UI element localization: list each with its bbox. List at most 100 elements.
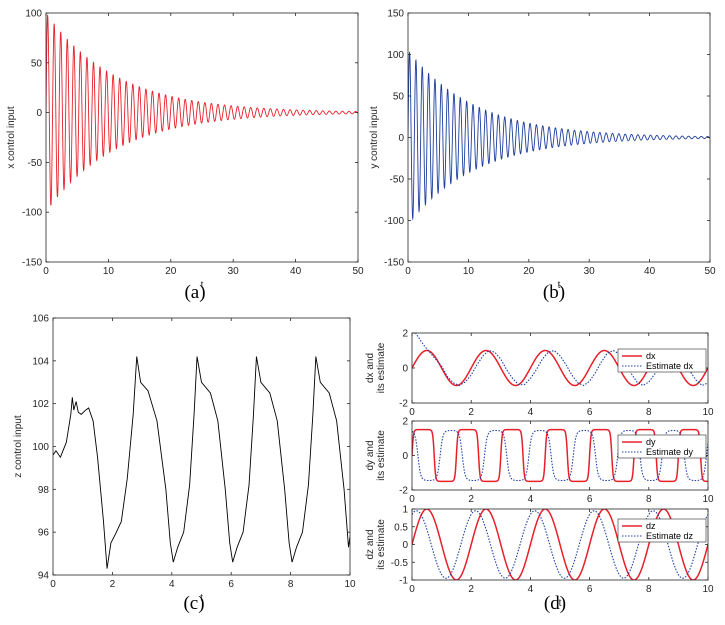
x-tick-label: 8 [646,494,652,505]
panel-caption: (c) [183,593,204,614]
x-tick-label: 4 [528,584,534,595]
x-tick-label: 20 [165,266,177,277]
x-tick-label: 10 [702,494,714,505]
y-axis-label: dz andits estimate [365,519,387,570]
y-tick-label: 104 [32,356,49,367]
x-tick-label: 6 [587,494,593,505]
y-tick-label: 0 [402,364,408,375]
axes-frame-a [45,12,359,263]
y-tick-label: 98 [38,485,50,496]
y-tick-label: 1 [402,505,408,516]
x-axis-label: t [559,598,562,609]
x-tick-label: 8 [646,407,652,418]
x-tick-label: 30 [584,266,596,277]
x-axis-label: t [201,280,204,291]
y-tick-label: -50 [390,175,405,186]
panel-caption: (b) [543,282,565,303]
x-tick-label: 4 [528,407,534,418]
panel-d3: 0 2 4 6 8 10 -1 -0.5 0 0.5 1 t dz andits estimate dzE… [365,505,714,615]
legend-entry: Estimate dx [646,361,694,371]
y-tick-label: -0.5 [391,558,409,569]
x-tick-label: 10 [103,266,115,277]
series-line-c-0 [53,356,350,569]
y-tick-label: -50 [28,158,43,169]
x-axis-label: t [200,593,203,604]
x-tick-label: 10 [344,579,356,590]
x-tick-label: 30 [228,266,240,277]
y-axis-label: z control input [13,415,24,477]
x-tick-label: 10 [702,584,714,595]
y-tick-label: -1 [399,576,408,587]
x-tick-label: 50 [352,266,364,277]
y-tick-label: 0 [402,451,408,462]
x-tick-label: 40 [644,266,656,277]
y-tick-label: 0 [402,540,408,551]
axes-frame-c [52,317,351,576]
x-tick-label: 0 [43,266,49,277]
x-tick-label: 6 [587,407,593,418]
panel-b: 0 10 20 30 40 50 -150 -100 -50 0 50 100 150 t y contro… [369,9,716,304]
legend-entry: dy [646,437,656,447]
y-axis-label: dx andits estimate [365,342,387,393]
x-tick-label: 2 [110,579,116,590]
y-axis-label: x control input [6,106,17,168]
x-axis-label: t [558,280,561,291]
y-axis-label: dy andits estimate [365,430,387,481]
y-tick-label: 2 [402,329,408,340]
x-tick-label: 0 [409,407,415,418]
panel-a: 0 10 20 30 40 50 -150 -100 -50 0 50 100 t x control i… [6,9,364,304]
y-tick-label: 106 [32,314,49,325]
x-tick-label: 0 [409,494,415,505]
x-tick-label: 8 [288,579,294,590]
x-tick-label: 8 [646,584,652,595]
y-axis-label: y control input [369,106,380,168]
series-line-d1-1 [414,333,708,387]
y-tick-label: -2 [399,486,408,497]
panel-caption: (d) [544,593,566,614]
x-tick-label: 10 [702,407,714,418]
legend-entry: dz [646,521,656,531]
y-tick-label: 96 [38,528,50,539]
panel-c: 0 2 4 6 8 10 94 96 98 100 102 104 106 t z control inpu… [13,314,356,615]
legend-entry: Estimate dy [646,447,694,457]
y-tick-label: 2 [402,417,408,428]
y-tick-label: 150 [387,9,404,20]
y-tick-label: 0 [36,108,42,119]
y-tick-label: -150 [22,258,42,269]
y-tick-label: 50 [393,92,405,103]
legend-entry: dx [646,351,656,361]
y-tick-label: 94 [38,571,50,582]
y-tick-label: -150 [384,258,404,269]
y-tick-label: 50 [31,58,43,69]
series-line-d3-0 [412,509,708,580]
y-tick-label: -100 [22,208,42,219]
x-tick-label: 2 [468,584,474,595]
series-line-a-0 [46,14,358,206]
x-tick-label: 0 [50,579,56,590]
x-tick-label: 2 [468,407,474,418]
legend-entry: Estimate dz [646,531,694,541]
series-line-d3-1 [412,510,708,579]
x-tick-label: 10 [463,266,475,277]
x-tick-label: 0 [409,584,415,595]
series-line-d2-1 [412,429,708,482]
panel-caption: (a) [184,282,205,303]
x-tick-label: 6 [587,584,593,595]
x-tick-label: 50 [704,266,716,277]
x-tick-label: 40 [290,266,302,277]
y-tick-label: 102 [32,399,49,410]
y-tick-label: 100 [387,50,404,61]
y-tick-label: 100 [25,9,42,20]
y-tick-label: 0.5 [394,522,408,533]
y-tick-label: 0 [398,133,404,144]
x-tick-label: 4 [528,494,534,505]
y-tick-label: -100 [384,216,404,227]
x-tick-label: 20 [523,266,535,277]
x-tick-label: 4 [169,579,175,590]
